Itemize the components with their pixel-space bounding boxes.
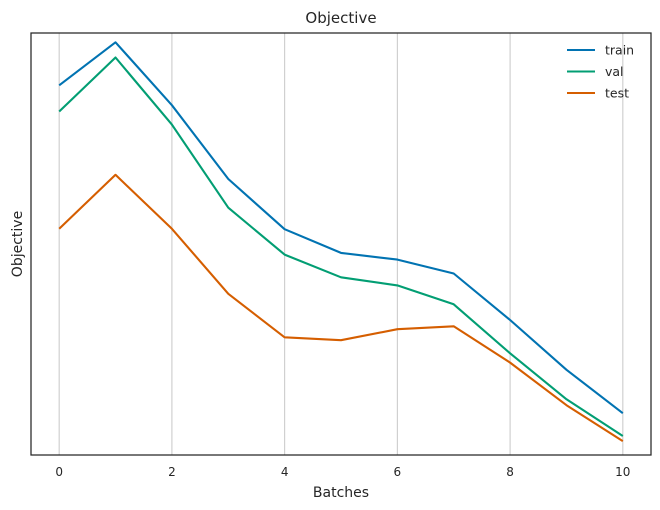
legend-label-test: test — [605, 86, 629, 101]
legend: train val test — [567, 43, 634, 101]
series-line-test — [58, 173, 624, 442]
x-axis-label: Batches — [313, 485, 369, 501]
x-tick-label: 4 — [281, 465, 289, 479]
x-tick-label: 10 — [615, 465, 630, 479]
x-tick-label: 2 — [168, 465, 176, 479]
legend-label-val: val — [605, 64, 624, 79]
series-line-val — [58, 56, 624, 437]
series-lines — [58, 41, 624, 442]
series-line-train — [58, 41, 624, 415]
gridlines — [58, 33, 624, 455]
x-tick-labels: 0 2 4 6 8 10 — [55, 465, 630, 479]
legend-label-train: train — [605, 43, 634, 58]
x-tick-label: 6 — [394, 465, 402, 479]
plot-area-frame — [30, 32, 652, 456]
x-tick-label: 8 — [506, 465, 514, 479]
y-axis-label: Objective — [10, 211, 26, 277]
chart-title: Objective — [305, 9, 376, 27]
x-tick-label: 0 — [55, 465, 63, 479]
